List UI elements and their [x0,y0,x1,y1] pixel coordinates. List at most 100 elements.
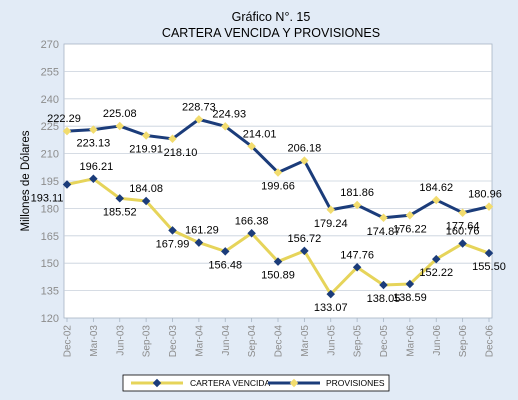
y-tick-label: 240 [41,94,59,106]
data-label: 176.22 [393,223,427,235]
data-point [326,289,335,299]
y-tick-label: 165 [41,231,59,243]
x-tick-label: Mar-04 [194,325,205,357]
y-tick-label: 120 [41,313,59,325]
x-tick-label: Jun-03 [115,325,126,356]
data-label: 228.73 [182,101,216,113]
data-label: 138.05 [367,293,401,305]
y-tick-label: 180 [41,203,59,215]
data-point [247,229,256,238]
y-tick-label: 225 [41,121,59,133]
data-point [89,174,98,184]
series-layer [62,115,494,299]
legend-marker-provisiones [289,378,299,388]
legend: CARTERA VENCIDA PROVISIONES [122,374,390,392]
data-label: 133.07 [314,302,348,314]
data-point [326,205,335,215]
data-point [221,122,230,131]
x-tick-label: Dec-02 [63,325,74,358]
data-label: 177.64 [446,221,480,233]
data-point [458,239,467,248]
x-tick-label: Sep-05 [353,325,364,358]
data-label: 161.29 [185,225,219,237]
data-label: 150.89 [261,270,295,282]
data-point [458,208,467,217]
data-point [405,211,415,220]
data-label: 199.66 [261,180,295,192]
x-tick-label: Mar-06 [405,325,416,357]
data-label: 166.38 [235,215,269,227]
data-label: 167.99 [156,238,190,250]
y-tick-label: 150 [41,258,59,270]
data-point [379,280,388,290]
x-tick-label: Sep-03 [142,325,153,358]
data-point [141,196,151,206]
data-label: 185.52 [103,206,137,218]
data-point [247,142,256,151]
data-point [115,121,124,131]
data-point [300,246,309,256]
y-axis-ticks: 120 135 150 165 180 195 210 225 240 255 270 [41,39,59,325]
y-tick-label: 255 [41,66,59,78]
data-label: 214.01 [243,128,277,140]
data-label: 179.24 [314,218,348,230]
data-point [379,213,388,223]
data-point [484,248,494,258]
data-point [273,168,283,177]
x-tick-label: Mar-03 [89,325,100,357]
x-tick-label: Jun-05 [326,325,337,356]
data-point [352,200,362,210]
y-tick-label: 270 [41,39,59,51]
y-tick-label: 195 [41,176,59,188]
data-label: 160.76 [446,226,480,238]
chart-subtitle: CARTERA VENCIDA Y PROVISIONES [162,26,380,40]
data-label: 184.08 [129,183,163,195]
y-tick-label: 210 [41,149,59,161]
chart-title: Gráfico N°. 15 [232,10,311,24]
data-point [221,247,230,256]
data-label: 174.87 [367,226,401,238]
legend-label-cartera: CARTERA VENCIDA [190,378,270,388]
data-point [115,194,124,203]
data-point [484,202,494,211]
data-label: 222.29 [47,113,81,125]
data-point [405,279,415,289]
data-point [432,195,441,205]
data-label: 219.91 [129,143,163,155]
data-label: 156.48 [208,259,242,271]
data-point [194,115,204,124]
data-point [300,156,309,165]
x-tick-label: Dec-06 [485,325,496,358]
data-point [194,238,204,247]
data-label: 224.93 [212,108,246,120]
x-tick-label: Sep-06 [458,325,469,358]
x-tick-label: Dec-04 [274,325,285,358]
x-tick-label: Dec-05 [379,325,390,358]
data-point [352,263,362,272]
data-point [141,131,151,140]
data-label: 156.72 [288,233,322,245]
data-label: 225.08 [103,108,137,120]
x-tick-label: Dec-03 [168,325,179,358]
x-tick-label: Sep-04 [247,325,258,358]
x-tick-label: Jun-04 [221,325,232,356]
x-tick-label: Jun-06 [432,325,443,356]
legend-label-provisiones: PROVISIONES [326,378,385,388]
data-label: 155.50 [472,261,506,273]
legend-marker-cartera [152,378,162,388]
data-label: 152.22 [419,267,453,279]
data-label: 184.62 [419,182,453,194]
data-point [432,254,441,264]
data-label: 180.96 [468,189,502,201]
data-point [168,226,177,235]
data-label: 193.11 [31,192,64,204]
y-axis-title: Millones de Dólares [20,130,32,231]
data-label: 196.21 [80,161,114,173]
x-tick-label: Mar-05 [300,325,311,357]
x-axis-ticks: Dec-02 Mar-03 Jun-03 Sep-03 Dec-03 Mar-04 Jun-… [63,318,496,357]
data-label: 138.59 [393,292,427,304]
data-label: 181.86 [340,187,374,199]
